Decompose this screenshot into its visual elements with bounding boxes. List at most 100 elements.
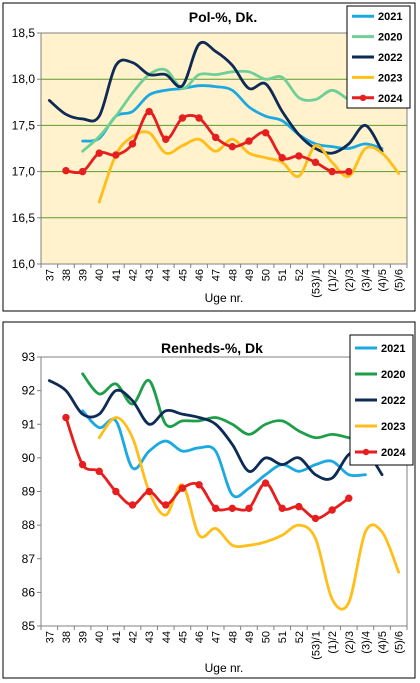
series-line-2021	[81, 409, 367, 499]
plot-area	[40, 356, 408, 627]
data-point-2024	[328, 506, 336, 514]
x-tick-label: 40	[94, 631, 106, 643]
x-tick-label: 48	[227, 631, 239, 643]
data-point-2024	[145, 107, 153, 116]
data-point-2024	[78, 460, 87, 469]
y-tick-label: 89	[22, 485, 36, 499]
series-line-2021	[81, 84, 384, 150]
y-tick-label: 17,0	[12, 165, 36, 179]
legend-label: 2022	[378, 52, 402, 64]
x-tick-label: 38	[61, 269, 73, 281]
x-tick-label: 50	[261, 269, 273, 281]
x-tick-label: 42	[128, 269, 140, 281]
data-point-2024	[62, 166, 70, 175]
data-point-2024	[78, 167, 87, 176]
legend-label: 2021	[381, 343, 405, 355]
x-tick-label: (4)/5	[377, 269, 389, 292]
x-tick-label: 45	[177, 631, 189, 643]
y-tick-label: 86	[22, 585, 36, 599]
x-tick-label: (3)/4	[360, 631, 372, 654]
x-tick-label: 40	[94, 269, 106, 281]
data-point-2024	[112, 151, 120, 159]
x-tick-label: (5)/6	[394, 269, 406, 292]
chart-2: 85 86 87 88 89 90 91 92 93 37 38 39 40 41 42 43 44 45 46 47…	[2, 321, 416, 679]
data-point-2024	[195, 114, 203, 122]
y-tick-label: 85	[22, 619, 36, 633]
legend-marker-2024	[362, 448, 370, 456]
x-tick-label: (4)/5	[377, 631, 389, 654]
data-point-2024	[295, 502, 303, 511]
data-point-2024	[211, 133, 220, 142]
data-point-2024	[211, 504, 220, 513]
data-point-2024	[195, 481, 203, 489]
y-tick-label: 93	[22, 350, 36, 364]
x-tick-label: (5)/6	[394, 631, 406, 654]
x-tick-label: 48	[227, 269, 239, 281]
data-point-2024	[295, 152, 303, 160]
series-line-2020	[81, 372, 367, 443]
legend-label: 2020	[378, 32, 402, 44]
x-tick-label: 39	[78, 631, 90, 643]
x-tick-label: 42	[128, 631, 140, 643]
x-tick-label: 37	[44, 269, 56, 281]
x-tick-label: 39	[78, 269, 90, 281]
legend-marker-2024	[359, 94, 367, 102]
y-tick-label: 91	[22, 417, 36, 431]
data-point-2024	[245, 504, 253, 513]
data-point-2024	[178, 484, 187, 492]
legend-label: 2023	[378, 72, 402, 84]
legend: 2021 2020 2022 2023 2024	[346, 5, 411, 109]
series-line-2022	[47, 379, 384, 481]
y-tick-label: 88	[22, 518, 36, 532]
data-point-2024	[178, 114, 187, 122]
data-point-2024	[328, 167, 336, 176]
x-tick-label: 44	[161, 631, 173, 643]
legend-label: 2023	[381, 421, 405, 433]
x-tick-label: 47	[211, 631, 223, 643]
y-tick-label: 90	[22, 451, 36, 465]
x-tick-label: 52	[294, 631, 306, 643]
data-point-2024	[162, 501, 170, 509]
chart-title: Renheds-%, Dk	[161, 340, 263, 356]
x-tick-label: 46	[194, 269, 206, 281]
y-tick-label: 87	[22, 552, 36, 566]
x-tick-label: 45	[177, 269, 189, 281]
x-tick-label: 51	[277, 631, 289, 643]
data-point-2024	[345, 494, 353, 502]
series-line-2022	[47, 40, 384, 155]
x-tick-label: 43	[144, 269, 156, 281]
y-tick-label: 16,0	[12, 257, 36, 271]
x-tick-label: 43	[144, 631, 156, 643]
data-point-2024	[278, 154, 286, 162]
y-tick-label: 17,5	[12, 118, 36, 132]
data-point-2024	[162, 135, 170, 143]
data-point-2024	[95, 467, 103, 476]
data-point-2024	[311, 514, 320, 523]
legend-label: 2024	[381, 447, 406, 459]
x-axis-label: Uge nr.	[205, 661, 244, 675]
x-tick-label: 51	[277, 269, 289, 281]
data-point-2024	[228, 504, 237, 513]
x-tick-label: 50	[261, 631, 273, 643]
chart-1: 16,0 16,5 17,0 17,5 18,0 18,5 37 38 39 40 41 42 43 44…	[2, 2, 416, 312]
data-point-2024	[62, 413, 70, 422]
data-point-2024	[112, 487, 120, 496]
data-point-2024	[311, 158, 320, 167]
x-tick-label: 49	[244, 631, 256, 643]
x-tick-label: 41	[111, 269, 123, 281]
x-tick-label: 47	[211, 269, 223, 281]
data-point-2024	[95, 149, 103, 157]
legend-label: 2024	[378, 93, 403, 105]
x-tick-label: 38	[61, 631, 73, 643]
x-tick-label: (1)/2	[327, 269, 339, 292]
x-tick-label: (53)/1	[311, 631, 323, 660]
data-point-2024	[261, 129, 270, 137]
data-point-2024	[245, 137, 253, 145]
x-tick-label: (1)/2	[327, 631, 339, 654]
data-point-2024	[128, 140, 137, 148]
data-point-2024	[278, 504, 286, 513]
legend-label: 2020	[381, 369, 405, 381]
x-tick-label: (2)/3	[344, 631, 356, 654]
legend: 2021 2020 2022 2023 2024	[349, 334, 414, 466]
